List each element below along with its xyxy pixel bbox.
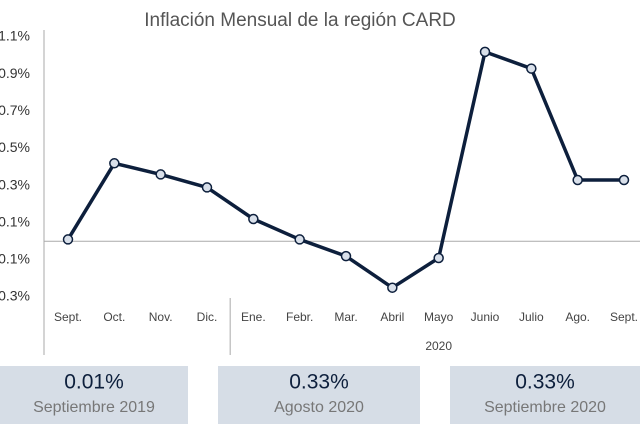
card [218,366,420,424]
card-label: Agosto 2020 [274,399,364,416]
point [294,234,305,245]
y-tick-label: 0.7% [0,102,30,118]
x-tick-label: Sept. [54,310,82,324]
point [155,169,166,180]
point [433,252,444,264]
point [340,250,352,262]
x-tick-label: Mar. [334,310,357,324]
x-tick-label: Abril [380,310,404,324]
point [387,282,398,293]
x-tick-label: Mayo [424,310,454,324]
y-tick-label: -0.3% [0,288,30,304]
point [109,158,120,169]
card-value: 0.33% [289,371,349,394]
x-tick-label: Junio [471,310,500,324]
y-tick-label: 1.1% [0,28,30,44]
point [572,174,583,186]
x-tick-label: Dic. [197,310,218,324]
x-tick-label: Julio [519,310,544,324]
y-tick-label: 0.1% [0,213,30,229]
card-value: 0.01% [64,371,124,394]
card-value: 0.33% [515,371,575,394]
y-tick-label: 0.5% [0,139,30,155]
card [0,366,188,424]
x-tick-label: Febr. [286,310,313,324]
y-tick-label: 0.3% [0,176,30,192]
point [62,234,74,245]
card [450,366,640,424]
x-tick-label: Ago. [565,310,590,324]
point [201,182,213,193]
y-tick-label: -0.1% [0,251,30,267]
card-label: Septiembre 2019 [33,399,155,416]
y-tick-label: 0.9% [0,65,30,81]
point [526,63,537,74]
x-tick-label: Ene. [241,310,266,324]
x-tick-label: Sept. [610,310,638,324]
point [618,174,630,186]
x-tick-label: Oct. [103,310,125,324]
year-label: 2020 [425,339,452,353]
x-tick-label: Nov. [149,310,173,324]
point [479,46,491,58]
chart-title: Inflación Mensual de la región CARD [144,10,456,31]
card-label: Septiembre 2020 [484,399,606,416]
point [248,213,259,225]
